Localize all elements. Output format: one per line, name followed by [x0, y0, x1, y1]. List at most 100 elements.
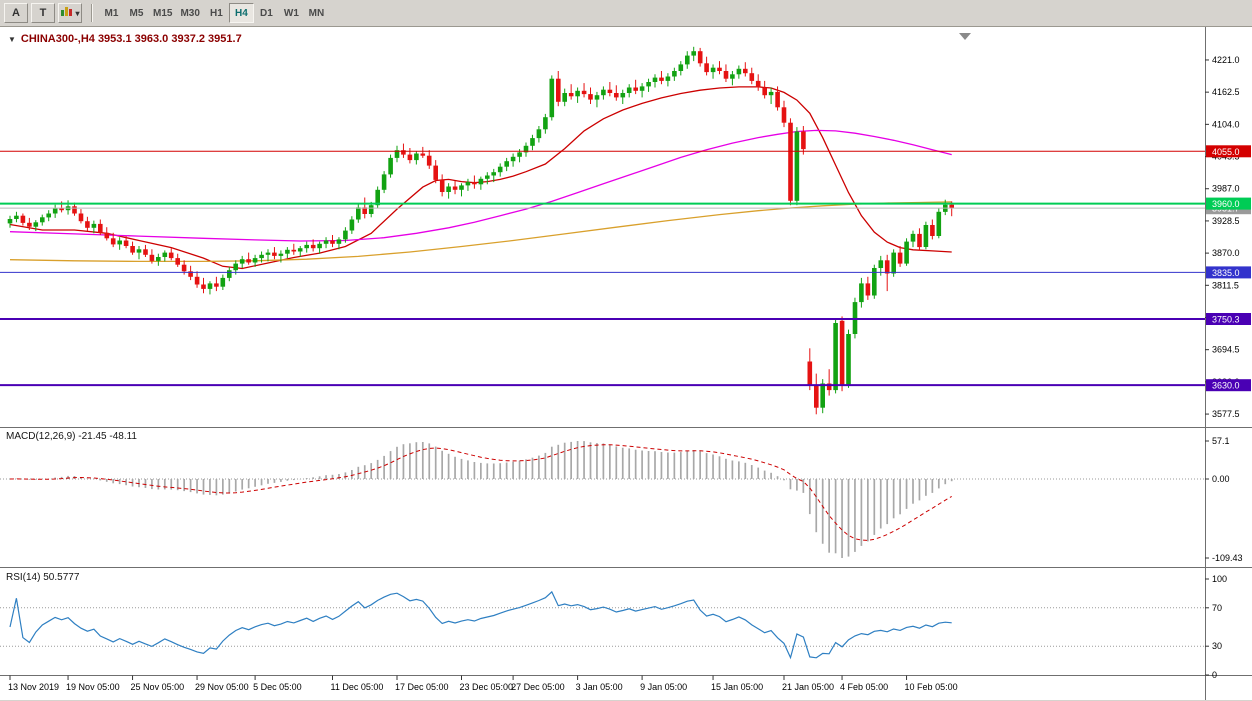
candle-body	[646, 82, 651, 87]
timeframe-button-w1[interactable]: W1	[279, 3, 304, 23]
candle-body	[807, 361, 813, 385]
candle-body	[614, 93, 619, 98]
timeframe-button-m30[interactable]: M30	[176, 3, 203, 23]
candle-body	[826, 383, 832, 391]
time-axis-label: 25 Nov 05:00	[131, 682, 185, 692]
indicator-icon	[60, 6, 73, 20]
timeframe-button-m5[interactable]: M5	[124, 3, 149, 23]
candle-body	[465, 182, 471, 186]
candle-body	[936, 211, 942, 236]
candle-body	[20, 215, 26, 223]
candle-body	[59, 208, 64, 211]
candle-body	[297, 248, 303, 252]
candle-body	[626, 87, 632, 93]
timeframe-button-h1[interactable]: H1	[204, 3, 229, 23]
candle-body	[878, 260, 884, 268]
candle-body	[239, 259, 245, 264]
candle-body	[672, 71, 677, 77]
candle-body	[781, 107, 787, 123]
arrow-tool-button[interactable]: A	[4, 3, 28, 23]
price-label-box	[1206, 197, 1251, 210]
candle-body	[72, 206, 77, 214]
candle-body	[336, 239, 342, 244]
indicators-button[interactable]: ▾	[58, 3, 82, 23]
candle-body	[814, 384, 819, 408]
chart-shift-marker-icon[interactable]	[959, 33, 971, 40]
macd-tick-label: 57.1	[1212, 436, 1230, 446]
candle-body	[594, 95, 600, 100]
candle-body	[549, 78, 555, 118]
candle-body	[904, 241, 909, 264]
candle-body	[665, 76, 671, 81]
candle-body	[859, 283, 864, 303]
price-tick-label: 3928.5	[1212, 216, 1240, 226]
candle-body	[375, 189, 380, 206]
candle-body	[227, 270, 232, 278]
candle-body	[755, 80, 761, 88]
candle-body	[846, 334, 851, 385]
chart-canvas[interactable]: 4221.04162.54104.04045.53987.03928.53870…	[0, 27, 1252, 700]
candle-body	[633, 87, 638, 91]
candle-body	[652, 77, 658, 82]
candle-body	[168, 252, 174, 259]
timeframe-button-d1[interactable]: D1	[254, 3, 279, 23]
candle-body	[710, 67, 716, 73]
candle-body	[343, 230, 348, 240]
candle-body	[194, 276, 200, 285]
rsi-label: RSI(14) 50.5777	[6, 572, 80, 583]
text-tool-button[interactable]: T	[31, 3, 55, 23]
time-axis-label: 9 Jan 05:00	[640, 682, 687, 692]
price-label-box	[1206, 379, 1251, 392]
candle-body	[201, 284, 206, 289]
candle-body	[536, 129, 542, 139]
toolbar: A T ▾ M1 M5 M15 M30 H1 H4 D1 W1 MN	[0, 0, 1252, 27]
candle-body	[472, 182, 477, 185]
candle-body	[446, 186, 451, 192]
candle-body	[304, 244, 309, 249]
candle-body	[104, 232, 110, 239]
chart-background	[0, 27, 1252, 700]
candle-body	[865, 283, 871, 296]
candle-body	[581, 90, 587, 95]
candle-body	[510, 156, 516, 162]
candle-body	[162, 252, 168, 257]
candle-body	[252, 258, 258, 263]
price-label-text: 3835.0	[1212, 268, 1240, 278]
candle-body	[491, 172, 496, 176]
candle-body	[872, 268, 877, 296]
candle-body	[801, 131, 806, 150]
candle-body	[717, 67, 722, 71]
candle-body	[156, 257, 161, 261]
candle-body	[575, 90, 580, 97]
timeframe-button-m15[interactable]: M15	[149, 3, 176, 23]
one-click-trading-arrow-icon[interactable]: ▼	[8, 34, 16, 44]
price-tick-label: 3870.0	[1212, 248, 1240, 258]
candle-body	[420, 153, 426, 156]
timeframe-button-m1[interactable]: M1	[99, 3, 124, 23]
ma-line-mid	[9, 129, 952, 242]
candle-body	[691, 51, 696, 56]
candle-body	[891, 252, 896, 274]
candle-body	[562, 93, 567, 102]
candle-body	[91, 223, 97, 228]
rsi-line	[9, 590, 952, 660]
candle-body	[356, 207, 361, 220]
toolbar-separator	[91, 4, 93, 22]
candle-body	[749, 73, 755, 81]
time-axis-label: 17 Dec 05:00	[395, 682, 449, 692]
candle-body	[601, 89, 606, 96]
chart-area: 4221.04162.54104.04045.53987.03928.53870…	[0, 27, 1252, 700]
candle-body	[14, 215, 19, 219]
timeframe-button-mn[interactable]: MN	[304, 3, 329, 23]
timeframe-button-h4[interactable]: H4	[228, 3, 254, 23]
candle-body	[52, 208, 58, 214]
candle-body	[117, 240, 122, 245]
time-axis-label: 3 Jan 05:00	[576, 682, 623, 692]
price-tick-label: 3811.5	[1212, 280, 1239, 290]
candle-body	[588, 94, 593, 100]
candle-body	[368, 205, 374, 214]
candle-body	[317, 243, 322, 249]
candle-body	[40, 217, 45, 223]
candle-body	[704, 63, 709, 73]
